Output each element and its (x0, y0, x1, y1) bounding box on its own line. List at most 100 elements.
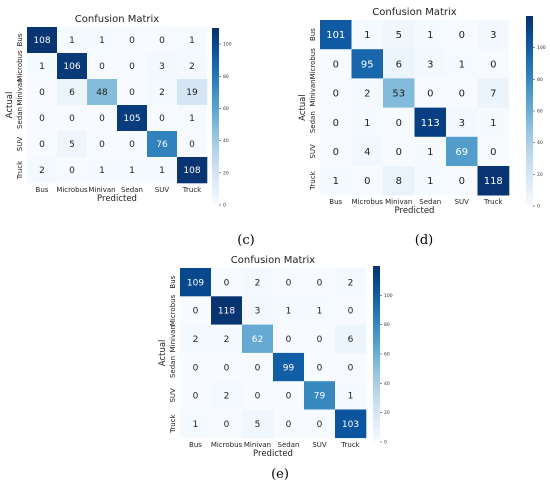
heatmap-cell (180, 352, 212, 382)
heatmap-cell (304, 296, 336, 325)
heatmap-cell (117, 27, 148, 54)
heatmap-cell (147, 105, 178, 132)
cell-value: 0 (427, 89, 433, 100)
cell-value: 0 (224, 278, 230, 288)
x-tick-label: Bus (329, 198, 342, 206)
heatmap-cell (383, 107, 415, 138)
heatmap-cell (211, 324, 243, 354)
cell-value: 105 (123, 114, 140, 124)
cell-value: 0 (159, 114, 165, 124)
y-tick-label: SUV (309, 144, 317, 159)
heatmap-cell (57, 27, 88, 54)
x-tick-label: Microbus (211, 441, 243, 449)
heatmap-cell (211, 409, 243, 439)
cell-value: 2 (364, 89, 370, 100)
colorbar (526, 16, 533, 206)
cell-value: 2 (255, 278, 261, 288)
heatmap-cell (242, 296, 274, 325)
heatmap-cell (414, 49, 447, 79)
cell-value: 6 (396, 59, 402, 70)
cell-value: 0 (193, 307, 199, 317)
y-tick-label: Microbus (309, 48, 317, 80)
colorbar-tick-label: 20 (537, 172, 543, 178)
colorbar-tick-label: 60 (223, 106, 229, 112)
cell-value: 0 (490, 59, 496, 70)
cell-value: 0 (224, 420, 230, 430)
cell-value: 0 (459, 176, 465, 187)
colorbar-tick-label: 100 (223, 42, 232, 48)
x-tick-label: Sedan (278, 441, 300, 449)
heatmap-cell (117, 157, 148, 184)
colorbar-tick-label: 80 (223, 74, 229, 80)
cell-value: 1 (333, 176, 339, 187)
heatmap-cell (180, 409, 212, 439)
heatmap-cell (335, 324, 367, 354)
heatmap-cell (477, 49, 510, 79)
heatmap-cell (304, 409, 336, 439)
cell-value: 2 (193, 335, 199, 345)
heatmap-cell (242, 324, 274, 354)
x-tick-label: Truck (483, 198, 503, 206)
heatmap-cell (335, 296, 367, 325)
cell-value: 0 (129, 62, 135, 72)
heatmap-cell (177, 105, 208, 132)
heatmap-cell (180, 296, 212, 325)
heatmap-cell (414, 136, 447, 167)
y-tick-label: Minivan (169, 325, 177, 352)
cell-value: 1 (490, 118, 496, 129)
heatmap-cell (57, 105, 88, 132)
cell-value: 1 (459, 59, 465, 70)
heatmap-cell (304, 352, 336, 382)
cell-value: 5 (396, 30, 402, 41)
heatmap-cell (211, 268, 243, 297)
y-tick-label: Microbus (169, 294, 177, 326)
heatmap-cell (147, 53, 178, 80)
heatmap-cell (117, 105, 148, 132)
cell-value: 1 (189, 36, 195, 46)
cell-value: 0 (99, 114, 105, 124)
chart-title: Confusion Matrix (75, 14, 159, 25)
panel-label: (e) (271, 467, 289, 482)
x-tick-label: Microbus (56, 186, 88, 194)
y-tick-label: Sedan (16, 107, 24, 129)
heatmap-cell (351, 20, 384, 50)
y-tick-label: Sedan (309, 111, 317, 133)
cell-value: 113 (421, 118, 440, 129)
cell-value: 3 (427, 59, 433, 70)
cell-value: 0 (490, 147, 496, 158)
x-tick-label: SUV (455, 198, 470, 206)
cell-value: 101 (326, 30, 345, 41)
y-tick-label: SUV (16, 137, 24, 152)
cell-value: 1 (189, 114, 195, 124)
x-tick-label: Bus (36, 186, 49, 194)
heatmap-cell (383, 136, 415, 167)
cell-value: 0 (189, 140, 195, 150)
heatmap-cell (414, 20, 447, 50)
cell-value: 0 (396, 118, 402, 129)
heatmap-cell (87, 79, 118, 106)
heatmap-cell (27, 131, 58, 158)
heatmap-cell (351, 107, 384, 138)
heatmap-cell (304, 324, 336, 354)
heatmap-cell (27, 53, 58, 80)
cell-value: 48 (96, 88, 108, 98)
x-tick-label: Minivan (88, 186, 115, 194)
heatmap-cell (273, 381, 305, 410)
heatmap-cell (117, 131, 148, 158)
y-tick-label: Truck (16, 160, 24, 180)
cell-value: 19 (186, 88, 198, 98)
heatmap-cell (177, 157, 208, 184)
cell-value: 1 (348, 392, 354, 402)
chart-title: Confusion Matrix (231, 255, 315, 266)
cell-value: 0 (69, 114, 75, 124)
heatmap-cell (211, 381, 243, 410)
cell-value: 0 (396, 147, 402, 158)
cell-value: 7 (490, 89, 496, 100)
heatmap-cell (117, 53, 148, 80)
heatmap-cell (446, 20, 478, 50)
cell-value: 1 (99, 36, 105, 46)
heatmap-cell (446, 136, 478, 167)
heatmap-cell (320, 136, 352, 167)
colorbar-tick-label: 80 (537, 77, 543, 83)
